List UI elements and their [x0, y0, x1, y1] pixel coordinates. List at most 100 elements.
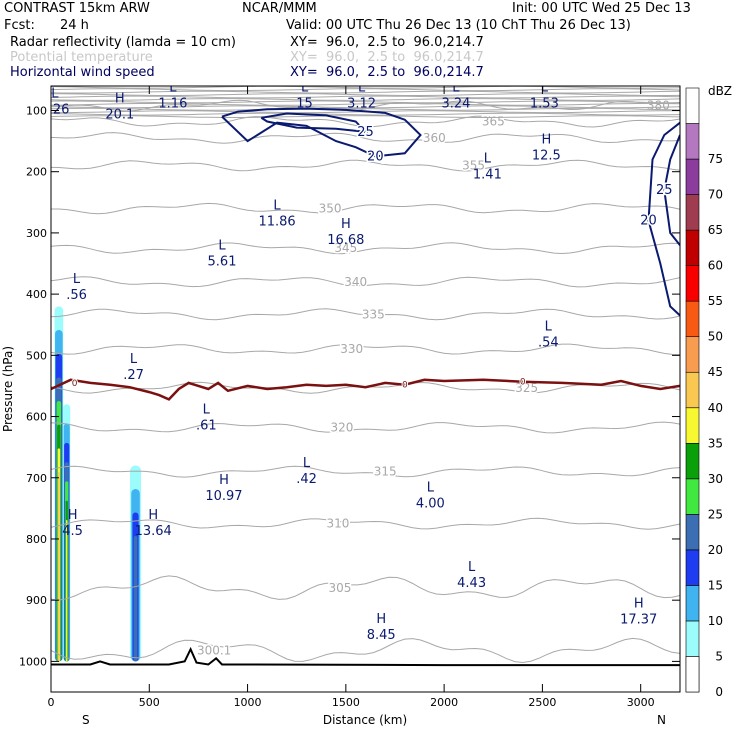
- freezing-level-label: 0: [72, 379, 78, 389]
- y-tick-label: 300: [26, 227, 47, 240]
- theta-isentrope-strat: [51, 93, 680, 96]
- colorbar-tick-label: 45: [708, 365, 723, 379]
- theta-isentrope-345: [51, 242, 680, 255]
- theta-isentrope-strat: [51, 112, 680, 116]
- wind-contour-20: [647, 121, 680, 317]
- y-tick-label: 100: [26, 104, 47, 117]
- extremum-value: .61: [196, 419, 217, 434]
- wind-contour-label: 20: [640, 214, 657, 229]
- extremum-value: 4.5: [62, 524, 83, 539]
- extremum-value: 17.37: [620, 613, 657, 628]
- theta-isentrope-strat: [51, 86, 680, 89]
- colorbar-swatch: [685, 549, 700, 586]
- extremum-value: .42: [296, 472, 317, 487]
- center-title: NCAR/MMM: [242, 1, 317, 16]
- colorbar-swatch: [685, 158, 700, 195]
- theta-isentrope-strat: [51, 107, 680, 111]
- colorbar-swatch: [685, 656, 700, 693]
- field-name-wind: Horizontal wind speed: [10, 65, 155, 80]
- colorbar-swatch: [685, 229, 700, 266]
- extremum-type: L: [301, 81, 309, 96]
- theta-label: 350: [319, 201, 342, 215]
- y-tick-label: 500: [26, 349, 47, 362]
- y-tick-label: 1000: [19, 655, 47, 668]
- extremum-value: .27: [123, 368, 144, 383]
- colorbar-swatch: [685, 265, 700, 302]
- extremum-value: 3.12: [347, 97, 376, 112]
- theta-isentrope-strat: [51, 88, 680, 92]
- extremum-value: 4.00: [416, 496, 445, 511]
- colorbar-tick-label: 65: [708, 223, 723, 237]
- colorbar-tick-label: 20: [708, 543, 723, 557]
- extremum-type: L: [273, 199, 281, 214]
- extremum-type: H: [68, 508, 78, 523]
- extremum-value: 12.5: [532, 149, 561, 164]
- extremum-value: 15: [296, 97, 313, 112]
- x-tick-label: 2500: [528, 696, 556, 709]
- theta-label: 320: [330, 421, 353, 435]
- colorbar-swatch: [685, 300, 700, 338]
- field-xy-theta: XY= 96.0, 2.5 to 96.0,214.7: [290, 50, 484, 65]
- north-end-label: N: [657, 713, 666, 727]
- y-tick-label: 400: [26, 288, 47, 301]
- theta-isentrope-300: [51, 637, 680, 664]
- theta-isentrope-strat: [51, 95, 680, 99]
- colorbar-swatch: [685, 514, 700, 551]
- extremum-type: L: [73, 272, 81, 287]
- theta-label: 325: [515, 381, 538, 395]
- wind-contour-25: [260, 112, 369, 134]
- extremum-value: 10.97: [205, 489, 242, 504]
- theta-isentrope-355: [51, 159, 680, 172]
- theta-label: 365: [482, 115, 505, 129]
- colorbar-tick-label: 50: [708, 330, 723, 344]
- valid-time: Valid: 00 UTC Thu 26 Dec 13 (10 ChT Thu …: [286, 18, 631, 33]
- extremum-type: L: [203, 403, 211, 418]
- extremum-type: L: [169, 81, 177, 96]
- freezing-level-label: 0: [402, 381, 408, 391]
- reflectivity-shade: [66, 519, 68, 662]
- colorbar-swatch: [685, 478, 700, 515]
- wind-contour-label: 25: [656, 183, 673, 198]
- field-name-theta: Potential temperature: [10, 50, 153, 65]
- extremum-type: L: [452, 81, 460, 96]
- extremum-value: 1.16: [158, 97, 187, 112]
- theta-label: 355: [462, 159, 485, 173]
- extremum-type: L: [218, 239, 226, 254]
- colorbar-tick-label: 55: [708, 294, 723, 308]
- theta-label: 300.1: [197, 643, 231, 657]
- theta-isentrope-strat: [51, 98, 680, 101]
- y-tick-label: 200: [26, 166, 47, 179]
- south-end-label: S: [82, 713, 90, 727]
- extremum-value: 11.86: [258, 215, 295, 230]
- extremum-value: 3.24: [441, 97, 470, 112]
- colorbar-swatch: [685, 442, 700, 480]
- colorbar-swatch: [685, 407, 700, 444]
- colorbar-tick-label: 75: [708, 152, 723, 166]
- wind-contour-25: [663, 134, 680, 246]
- x-tick-label: 1000: [234, 696, 262, 709]
- colorbar-tick-label: 10: [708, 614, 723, 628]
- colorbar-tick-label: 40: [708, 401, 723, 415]
- x-tick-label: 0: [48, 696, 55, 709]
- extremum-value: 8.45: [367, 628, 396, 643]
- extremum-value: 20.1: [105, 108, 134, 123]
- extremum-value: 1.41: [473, 168, 502, 183]
- field-xy-reflectivity: XY= 96.0, 2.5 to 96.0,214.7: [290, 35, 484, 50]
- reflectivity-shade: [133, 536, 138, 662]
- extremum-type: H: [634, 597, 644, 612]
- colorbar-swatch: [685, 336, 700, 373]
- colorbar-swatch: [685, 194, 700, 231]
- theta-isentrope-350: [51, 202, 680, 215]
- model-title: CONTRAST 15km ARW: [4, 1, 150, 16]
- extremum-value: 1.53: [530, 97, 559, 112]
- extremum-value: 6.26: [40, 103, 69, 118]
- extremum-value: 13.64: [135, 524, 172, 539]
- x-axis-label: Distance (km): [323, 713, 407, 727]
- init-time: Init: 00 UTC Wed 25 Dec 13: [512, 1, 691, 16]
- reflectivity-shade: [58, 472, 60, 662]
- extremum-value: 16.68: [327, 233, 364, 248]
- colorbar-tick-label: 15: [708, 578, 723, 592]
- theta-isentrope-330: [51, 343, 680, 356]
